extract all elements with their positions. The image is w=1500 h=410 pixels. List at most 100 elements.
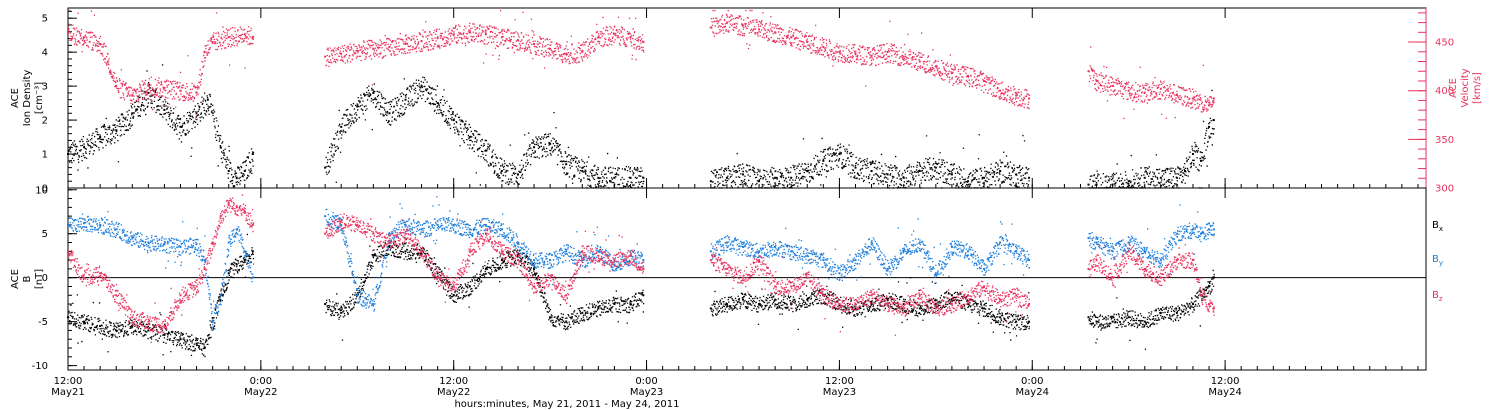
by-series-point xyxy=(227,241,230,244)
by-series-point xyxy=(854,259,857,262)
velocity-series-point xyxy=(822,45,825,48)
velocity-series-point xyxy=(324,55,327,58)
bz-series-point xyxy=(1087,267,1090,270)
density-series-point xyxy=(99,136,102,139)
left-axis-title-line: [cm⁻³] xyxy=(34,82,45,114)
bz-series-point xyxy=(1015,294,1018,297)
velocity-series-point xyxy=(1095,79,1098,82)
density-series-point xyxy=(1087,183,1090,186)
density-series-point xyxy=(934,166,937,169)
legend-entry-y: By xyxy=(1432,254,1443,267)
bx-series-point xyxy=(642,294,645,297)
left-tick-label: 2 xyxy=(42,116,48,127)
bz-series-point xyxy=(324,232,327,235)
legend-entry-x: Bx xyxy=(1432,220,1443,233)
velocity-series-point xyxy=(203,50,206,53)
velocity-series-point xyxy=(243,33,246,36)
bx-series-point xyxy=(902,303,905,306)
bz-series-point xyxy=(211,241,214,244)
by-series-point xyxy=(179,245,182,248)
density-series-point xyxy=(870,170,873,173)
by-series-point xyxy=(203,259,206,262)
bx-series-point xyxy=(1143,320,1146,323)
right-tick-label: 300 xyxy=(1435,184,1454,195)
bx-series-point xyxy=(806,298,809,301)
by-series-point xyxy=(774,245,777,248)
bottom-axis-title-line: ACE xyxy=(10,269,21,289)
density-series-point xyxy=(235,176,238,179)
bx-series-point xyxy=(613,303,616,306)
density-series-point xyxy=(388,112,391,115)
velocity-series xyxy=(67,9,1215,120)
bz-series-point xyxy=(774,285,777,288)
bz-series-point xyxy=(179,294,182,297)
bz-series-point xyxy=(388,241,391,244)
by-series-point xyxy=(870,241,873,244)
left-axis-title-line: ACE xyxy=(10,88,21,108)
bz-series xyxy=(67,194,1215,343)
by-series-point xyxy=(1208,228,1211,231)
velocity-series-point xyxy=(642,41,645,44)
density-series-point xyxy=(219,146,222,149)
bz-series-point xyxy=(131,316,134,319)
left-tick-label: 4 xyxy=(42,48,48,59)
bx-series-point xyxy=(581,311,584,314)
x-tick-label-time: 12:00 xyxy=(439,376,468,387)
by-series-point xyxy=(356,294,359,297)
bottom-axis-title-line: [nT] xyxy=(34,269,45,289)
velocity-series-point xyxy=(597,36,600,39)
by-series-point xyxy=(452,223,455,226)
by-series-point xyxy=(83,222,86,225)
velocity-series-point xyxy=(533,43,536,45)
velocity-series-point xyxy=(581,50,584,53)
velocity-series-point xyxy=(340,52,343,55)
density-series-point xyxy=(741,173,744,176)
density-series-point xyxy=(67,153,69,156)
bz-series-point xyxy=(1200,294,1203,297)
bx-series-point xyxy=(404,250,407,253)
density-series-point xyxy=(1143,176,1146,179)
bottom-axis-title-line: B xyxy=(22,275,33,282)
bz-series-point xyxy=(115,294,118,297)
density-series-point xyxy=(243,170,246,173)
by-series-point xyxy=(709,250,712,253)
x-tick-label-date: May24 xyxy=(1208,387,1241,398)
by-series-point xyxy=(404,223,407,226)
density-series-point xyxy=(1183,170,1186,173)
bx-series-point xyxy=(1212,276,1215,279)
bx-series-point xyxy=(774,298,777,301)
velocity-series-point xyxy=(1159,87,1162,90)
velocity-series-point xyxy=(83,36,86,39)
density-series-point xyxy=(1212,119,1215,122)
density-series-point xyxy=(918,170,921,173)
bz-series-point xyxy=(516,259,519,262)
bz-series-point xyxy=(999,298,1002,301)
density-series-point xyxy=(950,173,953,176)
by-series-point xyxy=(516,241,519,244)
bx-series-point xyxy=(179,338,182,341)
bz-series-point xyxy=(243,210,246,213)
bz-series-point xyxy=(838,303,841,306)
bx-series-point xyxy=(1087,316,1090,319)
density-series-point xyxy=(206,98,209,101)
velocity-series-point xyxy=(999,89,1002,92)
bx-series-point xyxy=(1015,320,1018,323)
x-tick-label-date: May23 xyxy=(823,387,856,398)
velocity-series-point xyxy=(452,33,455,36)
bx-series-point xyxy=(741,298,744,301)
bx-series-point xyxy=(388,245,391,248)
x-tick-label-time: 0:00 xyxy=(635,376,657,387)
density-series-point xyxy=(1200,159,1203,162)
bz-series-point xyxy=(436,276,439,279)
by-series-point xyxy=(1015,250,1018,253)
velocity-series-point xyxy=(950,72,953,75)
density-series-point xyxy=(902,176,905,179)
density-series-point xyxy=(356,105,359,108)
velocity-series-point xyxy=(741,24,744,27)
density-series-point xyxy=(822,159,825,162)
velocity-series-point xyxy=(251,36,254,39)
by-series-point xyxy=(902,250,905,253)
bx-series-point xyxy=(516,254,519,257)
bx-series-point xyxy=(83,320,86,323)
bx-series-point xyxy=(372,254,375,257)
